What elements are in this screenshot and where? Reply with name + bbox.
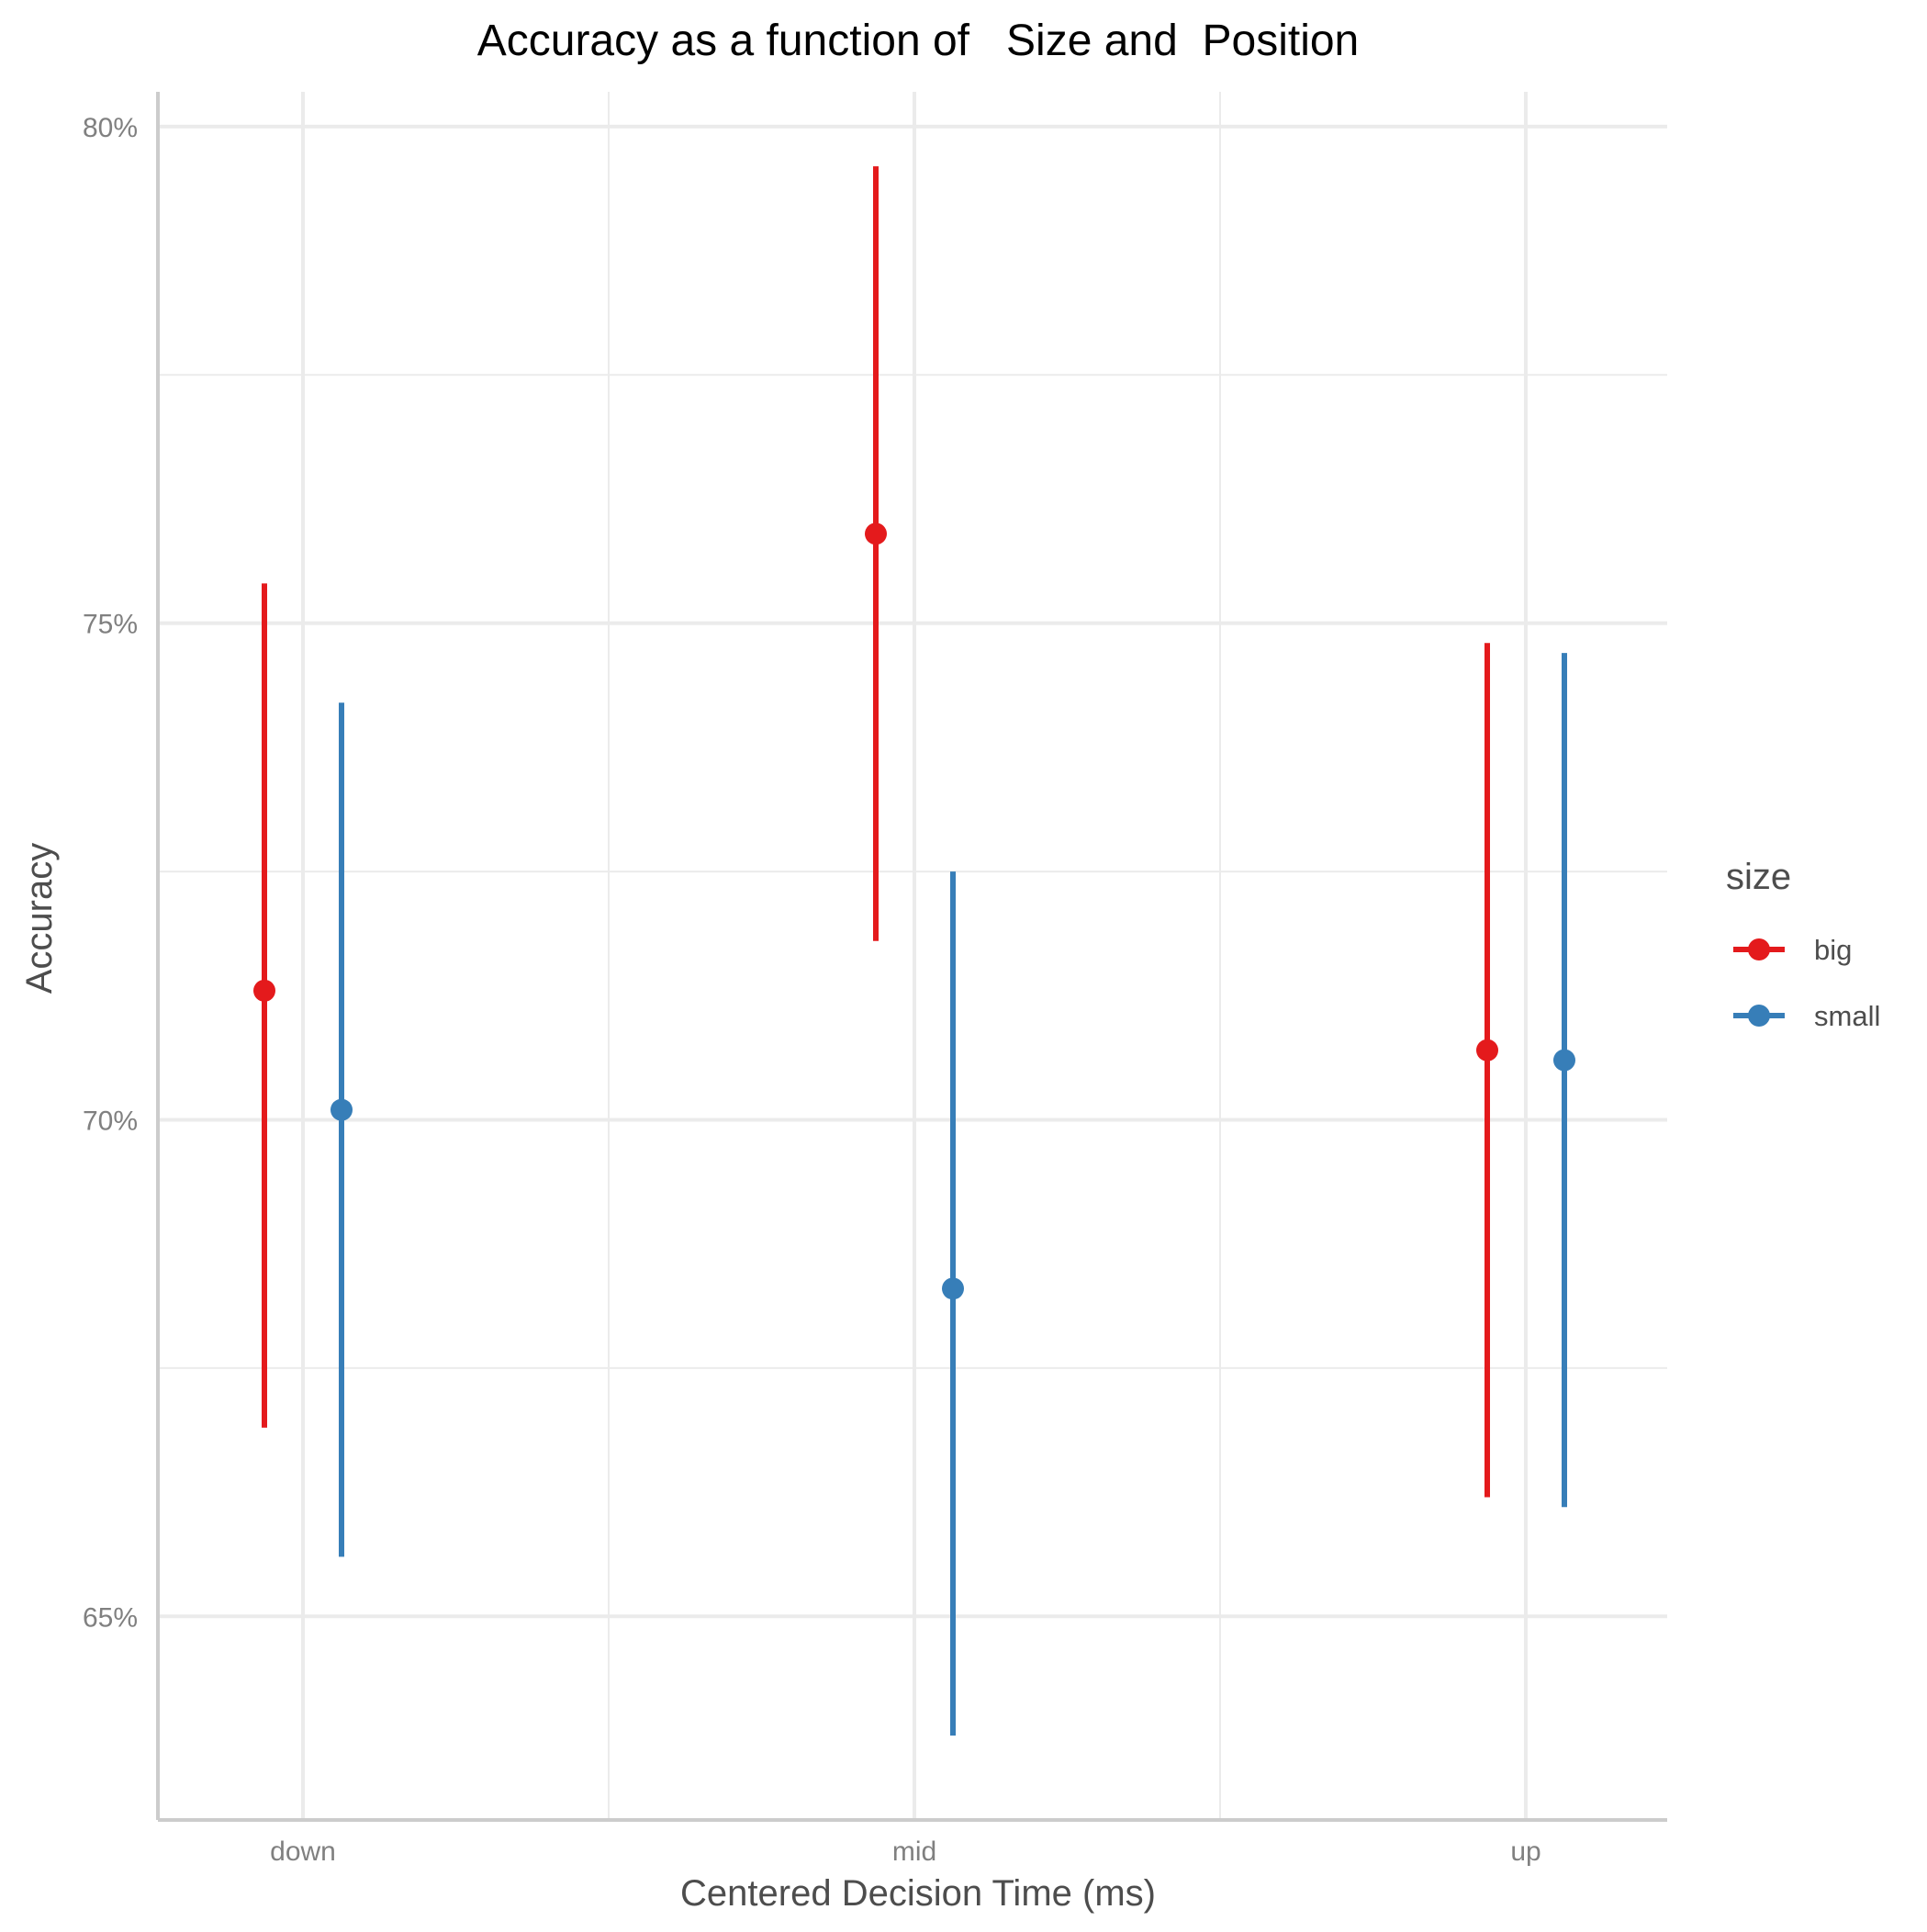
x-tick-label: down — [270, 1837, 336, 1867]
point-big-up — [1476, 1039, 1498, 1061]
point-small-down — [331, 1098, 353, 1121]
legend-label-big: big — [1814, 934, 1852, 966]
y-tick-label: 70% — [83, 1106, 138, 1136]
y-tick-label: 80% — [83, 113, 138, 143]
legend-title: size — [1726, 857, 1791, 897]
y-axis-title: Accuracy — [19, 843, 60, 994]
point-big-down — [253, 979, 275, 1002]
legend-key-point-big — [1748, 938, 1770, 960]
y-tick-label: 65% — [83, 1602, 138, 1633]
point-small-up — [1553, 1049, 1575, 1072]
point-small-mid — [942, 1277, 964, 1300]
grid-layer — [158, 92, 1667, 1820]
x-tick-label: up — [1510, 1837, 1540, 1867]
x-axis-title: Centered Decision Time (ms) — [680, 1873, 1156, 1914]
legend-key-point-small — [1748, 1005, 1770, 1027]
axis-layer: 65% 70% 75% 80% down mid up — [83, 92, 1667, 1867]
chart-title: Accuracy as a function of Size and Posit… — [477, 17, 1360, 65]
y-tick-label: 75% — [83, 610, 138, 640]
legend-label-small: small — [1814, 1000, 1880, 1032]
point-big-mid — [865, 522, 887, 545]
x-tick-label: mid — [892, 1837, 936, 1867]
marks-layer — [253, 166, 1575, 1736]
legend: size big small — [1726, 857, 1880, 1032]
